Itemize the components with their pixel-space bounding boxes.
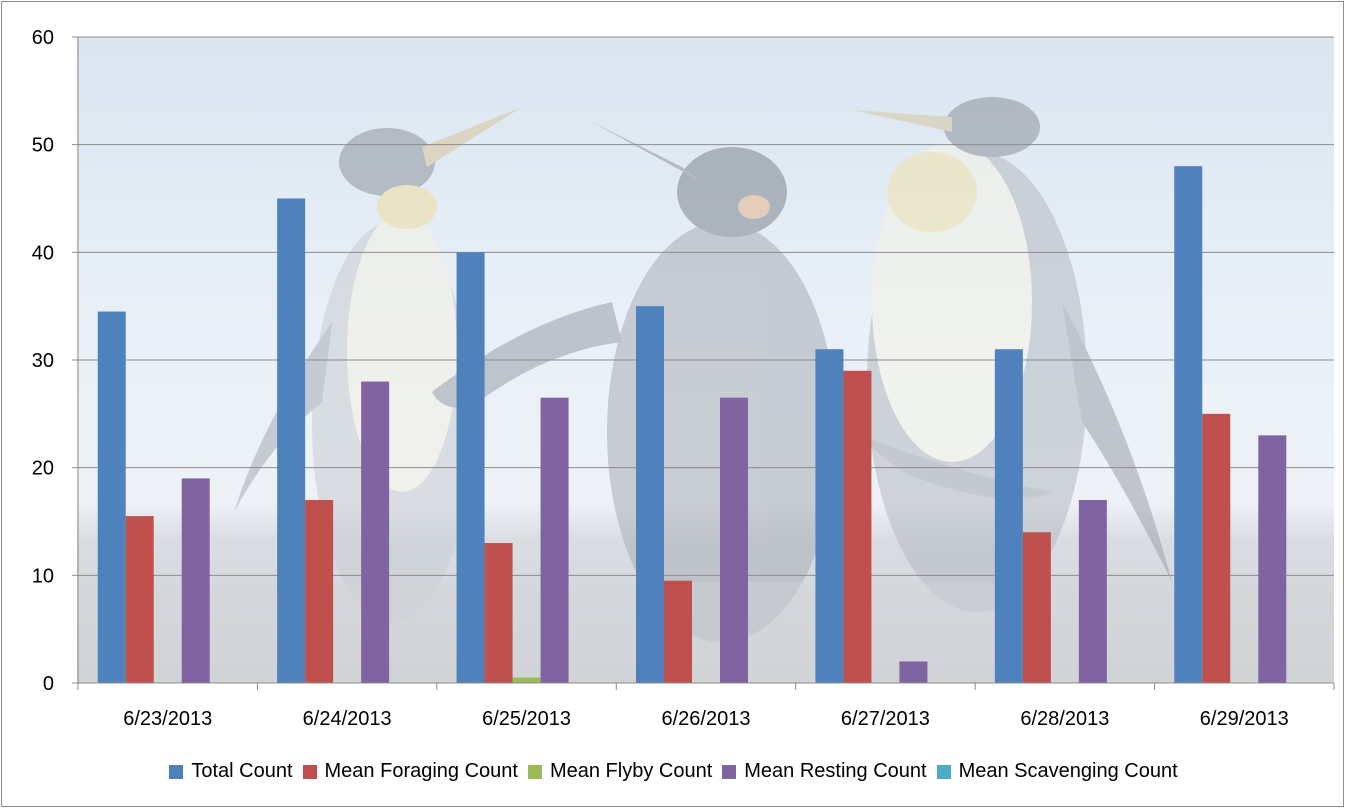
legend-label: Mean Scavenging Count: [958, 760, 1178, 782]
bar-mean-resting-count: [899, 661, 928, 683]
bar-mean-resting-count: [720, 397, 748, 683]
bar-mean-foraging-count: [305, 499, 334, 683]
y-tick-label: 10: [32, 565, 54, 587]
legend-swatch: [302, 764, 317, 779]
bar-total-count: [277, 198, 306, 683]
axes: [77, 37, 1335, 690]
bar-total-count: [636, 306, 664, 683]
y-tick-label: 60: [32, 27, 54, 49]
bar-mean-resting-count: [181, 478, 210, 683]
x-tick-label: 6/25/2013: [482, 708, 571, 730]
bar-mean-resting-count: [1078, 499, 1107, 683]
x-tick-label: 6/26/2013: [662, 708, 751, 730]
legend-swatch: [936, 764, 951, 779]
bar-total-count: [994, 349, 1023, 683]
bar-mean-foraging-count: [843, 370, 872, 683]
legend-label: Mean Foraging Count: [324, 760, 518, 782]
bar-mean-foraging-count: [664, 580, 692, 683]
legend-item: Mean Foraging Count: [302, 760, 518, 783]
y-tick-label: 20: [32, 458, 54, 480]
legend-item: Mean Scavenging Count: [936, 760, 1178, 783]
bar-mean-foraging-count: [125, 516, 154, 683]
legend-label: Mean Flyby Count: [549, 760, 713, 782]
bar-mean-resting-count: [1258, 435, 1287, 683]
x-tick-label: 6/28/2013: [1020, 708, 1109, 730]
x-tick-label: 6/27/2013: [841, 708, 930, 730]
bar-mean-foraging-count: [1202, 413, 1231, 683]
legend-item: Mean Resting Count: [722, 760, 927, 783]
legend-label: Total Count: [191, 760, 293, 782]
x-tick-label: 6/29/2013: [1200, 708, 1289, 730]
legend-swatch: [169, 764, 184, 779]
bar-mean-foraging-count: [1022, 532, 1051, 683]
bar-total-count: [1174, 166, 1203, 683]
legend-item: Mean Flyby Count: [527, 760, 713, 783]
y-tick-label: 40: [32, 242, 54, 264]
y-tick-label: 30: [32, 350, 54, 372]
bar-mean-flyby-count: [512, 677, 541, 683]
y-tick-label: 50: [32, 135, 54, 157]
x-axis-tick-labels: 6/23/2013 6/24/2013 6/25/2013 6/26/2013 6/27…: [123, 708, 1289, 730]
bar-mean-resting-count: [361, 381, 390, 683]
y-axis-tick-labels: 0 10 20 30 40 50 60: [32, 27, 54, 695]
x-tick-label: 6/23/2013: [123, 708, 212, 730]
legend-swatch: [722, 764, 737, 779]
legend-label: Mean Resting Count: [744, 760, 927, 782]
legend-swatch: [527, 764, 542, 779]
legend: Total Count Mean Foraging Count Mean Flyby…: [2, 760, 1345, 783]
bar-chart: 0 10 20 30 40 50 60 6/23/2013 6/24/2013 6/25/201…: [32, 27, 1335, 730]
bar-total-count: [97, 311, 126, 683]
y-tick-label: 0: [43, 673, 54, 695]
bar-total-count: [456, 252, 485, 684]
bar-mean-resting-count: [540, 397, 569, 683]
legend-item: Total Count: [169, 760, 293, 783]
x-tick-label: 6/24/2013: [303, 708, 392, 730]
bar-series: [97, 166, 1287, 684]
bar-total-count: [815, 349, 844, 683]
bar-mean-foraging-count: [484, 543, 513, 683]
